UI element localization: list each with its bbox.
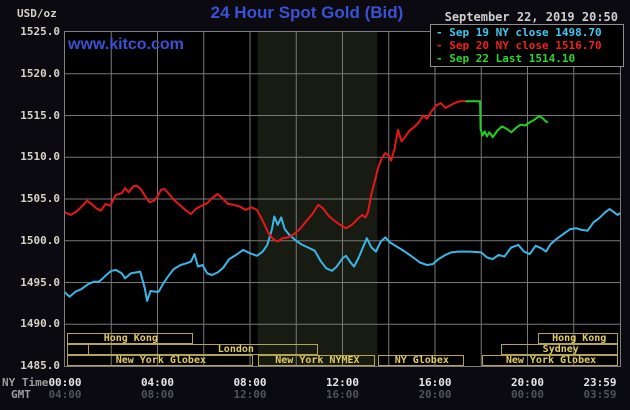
x-axis-tick-gmt: 12:00 (233, 388, 267, 401)
session-label: New York Globex (115, 354, 206, 366)
y-axis-tick: 1525.0 (20, 25, 60, 38)
y-axis-tick: 1510.0 (20, 150, 60, 164)
session-box-new-york-globex: New York Globex (67, 355, 253, 366)
x-axis-tick-ny: 23:59 (583, 376, 617, 389)
datetime-stamp: September 22, 2019 20:50 (444, 10, 618, 24)
legend-item-sep20: - Sep 20 NY close 1516.70 (436, 39, 623, 52)
gmt-axis-label: GMT (11, 388, 31, 401)
x-axis-tick-gmt: 00:00 (510, 388, 545, 401)
y-axis-tick: 1495.0 (20, 275, 60, 289)
y-axis-tick: 1485.0 (20, 359, 60, 372)
series-line-sep20 (65, 100, 468, 243)
legend-item-sep22: - Sep 22 Last 1514.10 (436, 52, 623, 65)
x-axis-tick-gmt: 16:00 (325, 388, 360, 401)
session-label: Hong Kong (552, 332, 607, 344)
y-axis-tick: 1515.0 (20, 108, 60, 122)
legend-item-label: Sep 20 NY close 1516.70 (449, 39, 602, 52)
x-axis-tick-gmt: 04:00 (48, 388, 82, 401)
series-line-sep19 (65, 208, 620, 302)
session-box-new-york-nymex: New York NYMEX (258, 355, 375, 366)
session-box-hong-kong: Hong Kong (67, 333, 193, 344)
session-label: London (217, 343, 254, 355)
legend-item-label: Sep 19 NY close 1498.70 (449, 26, 602, 39)
x-axis-tick-ny: 08:00 (233, 376, 267, 389)
y-axis-tick: 1505.0 (20, 192, 60, 205)
session-label: Sydney (542, 343, 579, 355)
session-box-london: London (88, 344, 318, 355)
legend-dash-marker: - (436, 26, 450, 39)
session-box-unlabeled (67, 344, 89, 355)
x-axis-tick-gmt: 08:00 (140, 388, 175, 401)
x-axis-tick-ny: 20:00 (510, 376, 545, 389)
session-label: New York NYMEX (275, 354, 360, 366)
session-box-sydney: Sydney (501, 344, 618, 355)
y-axis-tick: 1500.0 (20, 233, 60, 247)
session-box-new-york-globex: New York Globex (482, 355, 618, 366)
x-axis-tick-gmt: 03:59 (583, 388, 617, 401)
chart-canvas (65, 32, 620, 366)
x-axis-tick-ny: 12:00 (325, 376, 360, 389)
session-box-hong-kong: Hong Kong (538, 333, 618, 344)
page-title: 24 Hour Spot Gold (Bid) (210, 3, 404, 22)
unit-label: USD/oz (17, 7, 57, 20)
legend-dash-marker: - (436, 39, 450, 52)
x-axis-tick-ny: 00:00 (48, 376, 82, 389)
y-axis-tick: 1520.0 (20, 66, 60, 80)
x-axis-tick-ny: 04:00 (140, 376, 175, 389)
ny-time-axis-label: NY Time (2, 376, 49, 389)
legend-item-label: Sep 22 Last 1514.10 (449, 52, 576, 65)
series-line-sep22 (465, 100, 549, 139)
legend-dash-marker: - (436, 52, 450, 65)
session-label: Hong Kong (103, 332, 158, 344)
session-label: NY Globex (394, 354, 449, 366)
x-axis-tick-ny: 16:00 (418, 376, 452, 389)
legend-box: - Sep 19 NY close 1498.70- Sep 20 NY clo… (430, 24, 624, 67)
kitco-watermark-link[interactable]: www.kitco.com (68, 36, 184, 53)
x-axis-tick-gmt: 20:00 (418, 388, 452, 401)
y-axis-tick: 1490.0 (20, 317, 60, 331)
legend-item-sep19: - Sep 19 NY close 1498.70 (436, 26, 623, 39)
session-box-ny-globex: NY Globex (378, 355, 464, 366)
session-label: New York Globex (505, 354, 597, 366)
plot-area: Hong Kong Hong Kong London Sydney New York G… (64, 31, 621, 367)
